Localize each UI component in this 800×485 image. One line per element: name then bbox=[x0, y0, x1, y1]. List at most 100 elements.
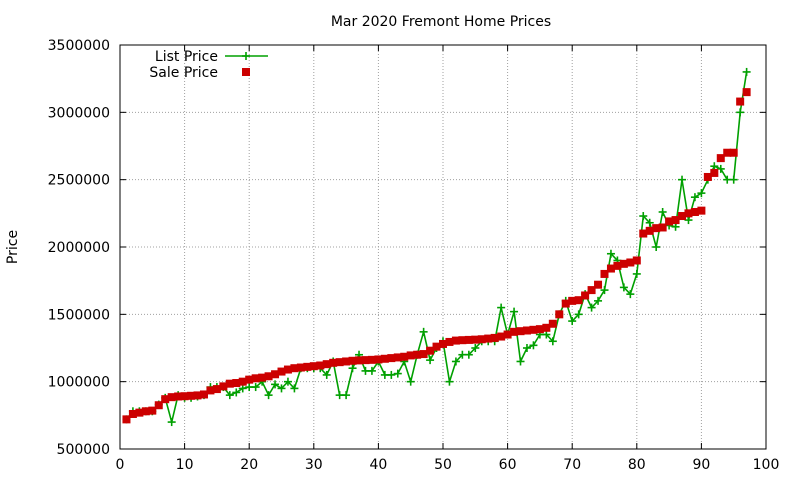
list-price-point bbox=[548, 337, 557, 346]
sale-price-point bbox=[426, 346, 435, 355]
sale-price-point bbox=[671, 216, 680, 225]
x-tick-label: 60 bbox=[499, 457, 517, 473]
list-price-point bbox=[510, 307, 519, 316]
legend-label-list-price: List Price bbox=[155, 49, 218, 65]
sale-price-point bbox=[548, 319, 557, 328]
sale-price-point bbox=[219, 382, 228, 391]
list-price-point bbox=[426, 356, 435, 365]
list-price-point bbox=[619, 283, 628, 292]
sale-price-point bbox=[296, 363, 305, 372]
list-price-point bbox=[697, 189, 706, 198]
legend-label-sale-price: Sale Price bbox=[149, 65, 218, 81]
sale-price-point bbox=[600, 269, 609, 278]
sale-price-point bbox=[290, 364, 299, 373]
sale-price-point bbox=[148, 406, 157, 415]
sale-price-point bbox=[503, 330, 512, 339]
sale-price-point bbox=[238, 377, 247, 386]
x-tick-label: 80 bbox=[628, 457, 646, 473]
list-price-point bbox=[690, 193, 699, 202]
list-price-point bbox=[419, 327, 428, 336]
sale-price-point bbox=[432, 342, 441, 351]
sale-price-point bbox=[335, 358, 344, 367]
list-price-point bbox=[587, 303, 596, 312]
list-price-point bbox=[594, 296, 603, 305]
legend: List Price Sale Price bbox=[149, 49, 268, 81]
sale-price-point bbox=[232, 379, 241, 388]
list-price-point bbox=[716, 164, 725, 173]
legend-swatch-sale-price bbox=[242, 68, 250, 76]
sale-price-point bbox=[361, 356, 370, 365]
x-tick-label: 10 bbox=[176, 457, 194, 473]
sale-price-point bbox=[406, 351, 415, 360]
list-price-point bbox=[742, 67, 751, 76]
sale-price-point bbox=[665, 217, 674, 226]
x-tick-label: 50 bbox=[434, 457, 452, 473]
sale-price-point bbox=[632, 256, 641, 265]
list-price-point bbox=[445, 377, 454, 386]
x-tick-label: 20 bbox=[240, 457, 258, 473]
list-price-point bbox=[639, 212, 648, 221]
y-tick-label: 2000000 bbox=[48, 240, 110, 256]
list-price-point bbox=[225, 391, 234, 400]
list-price-point bbox=[497, 303, 506, 312]
sale-price-point bbox=[639, 229, 648, 238]
sale-price-point bbox=[510, 327, 519, 336]
sale-price-point bbox=[380, 354, 389, 363]
sale-price-point bbox=[212, 385, 221, 394]
sale-price-point bbox=[193, 391, 202, 400]
sale-price-point bbox=[484, 334, 493, 343]
sale-price-point bbox=[652, 224, 661, 233]
sale-price-point bbox=[141, 407, 150, 416]
sale-price-point bbox=[393, 353, 402, 362]
sale-price-point bbox=[128, 409, 137, 418]
sale-price-point bbox=[606, 264, 615, 273]
list-price-point bbox=[736, 108, 745, 117]
sale-price-point bbox=[135, 408, 144, 417]
sale-price-point bbox=[587, 286, 596, 295]
list-price-point bbox=[529, 341, 538, 350]
sale-price-point bbox=[161, 395, 170, 404]
sale-price-point bbox=[594, 280, 603, 289]
sale-price-point bbox=[522, 326, 531, 335]
sale-price-point bbox=[258, 373, 267, 382]
list-price-point bbox=[238, 384, 247, 393]
sale-price-point bbox=[180, 392, 189, 401]
sale-price-point bbox=[729, 148, 738, 157]
sale-price-point bbox=[645, 226, 654, 235]
sale-price-point bbox=[122, 415, 131, 424]
sale-price-point bbox=[154, 401, 163, 410]
sale-price-point bbox=[568, 296, 577, 305]
sale-price-point bbox=[581, 291, 590, 300]
y-tick-label: 2500000 bbox=[48, 173, 110, 189]
sale-price-point bbox=[400, 352, 409, 361]
sale-price-point bbox=[742, 88, 751, 97]
sale-price-point bbox=[271, 370, 280, 379]
list-price-point bbox=[387, 370, 396, 379]
sale-price-point bbox=[187, 391, 196, 400]
list-price-point bbox=[516, 357, 525, 366]
sale-price-point bbox=[658, 223, 667, 232]
sale-price-point bbox=[555, 310, 564, 319]
list-price-point bbox=[232, 388, 241, 397]
list-price-point bbox=[342, 391, 351, 400]
sale-price-point bbox=[419, 350, 428, 359]
y-tick-label: 500000 bbox=[57, 442, 110, 458]
sale-price-point bbox=[451, 336, 460, 345]
list-price-point bbox=[574, 310, 583, 319]
list-price-point bbox=[542, 330, 551, 339]
sale-price-point bbox=[464, 335, 473, 344]
sale-price-point bbox=[199, 390, 208, 399]
sale-price-point bbox=[329, 358, 338, 367]
sale-price-point bbox=[703, 172, 712, 181]
x-tick-label: 30 bbox=[305, 457, 323, 473]
sale-price-point bbox=[225, 379, 234, 388]
sale-price-point bbox=[174, 392, 183, 401]
sale-price-point bbox=[251, 374, 260, 383]
sale-price-point bbox=[374, 355, 383, 364]
sale-price-point bbox=[458, 336, 467, 345]
list-price-point bbox=[264, 391, 273, 400]
y-tick-label: 3000000 bbox=[48, 105, 110, 121]
list-price-point bbox=[167, 418, 176, 427]
sale-price-point bbox=[613, 261, 622, 270]
